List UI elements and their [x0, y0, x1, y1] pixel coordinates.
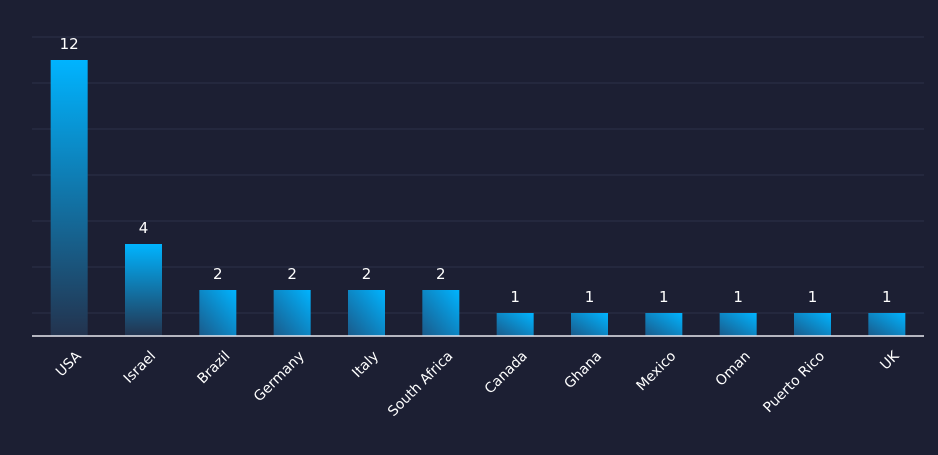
x-tick-label: Brazil — [194, 348, 233, 387]
x-tick-label: South Africa — [385, 348, 456, 419]
data-label: 1 — [510, 288, 520, 306]
data-label: 12 — [60, 35, 79, 53]
data-label: 1 — [659, 288, 669, 306]
x-tick-label: Israel — [121, 348, 159, 386]
x-tick-label: Italy — [349, 348, 382, 381]
bar-uk — [868, 313, 906, 336]
bar-south-africa — [422, 290, 460, 336]
bar-germany — [273, 290, 311, 336]
bar-canada — [496, 313, 534, 336]
x-tick-label: UK — [877, 348, 903, 374]
x-axis: USA Israel Brazil Germany Italy South Africa C… — [32, 335, 924, 420]
bar-italy — [348, 290, 385, 336]
data-label: 4 — [139, 219, 149, 237]
bar-brazil — [199, 290, 237, 336]
bar-oman — [719, 313, 757, 336]
data-labels: 12 4 2 2 2 2 1 1 1 1 1 1 — [60, 35, 892, 306]
bar-mexico — [645, 313, 683, 336]
x-tick-label: Germany — [251, 348, 308, 405]
data-label: 1 — [585, 288, 595, 306]
bar-israel — [125, 244, 162, 336]
gridlines — [32, 36, 924, 314]
bar-puerto-rico — [794, 313, 831, 336]
data-label: 1 — [808, 288, 818, 306]
x-tick-label: Puerto Rico — [760, 348, 828, 416]
data-label: 2 — [287, 265, 297, 283]
data-label: 2 — [362, 265, 372, 283]
x-tick-label: Canada — [482, 348, 531, 397]
bars — [50, 60, 906, 336]
data-label: 2 — [436, 265, 446, 283]
x-tick-label: Oman — [713, 348, 754, 389]
data-label: 2 — [213, 265, 223, 283]
x-tick-label: Ghana — [561, 348, 605, 392]
x-tick-label: USA — [53, 348, 85, 380]
bar-usa — [50, 60, 88, 336]
x-tick-label: Mexico — [634, 348, 680, 394]
bar-ghana — [571, 313, 608, 336]
data-label: 1 — [733, 288, 743, 306]
data-label: 1 — [882, 288, 892, 306]
